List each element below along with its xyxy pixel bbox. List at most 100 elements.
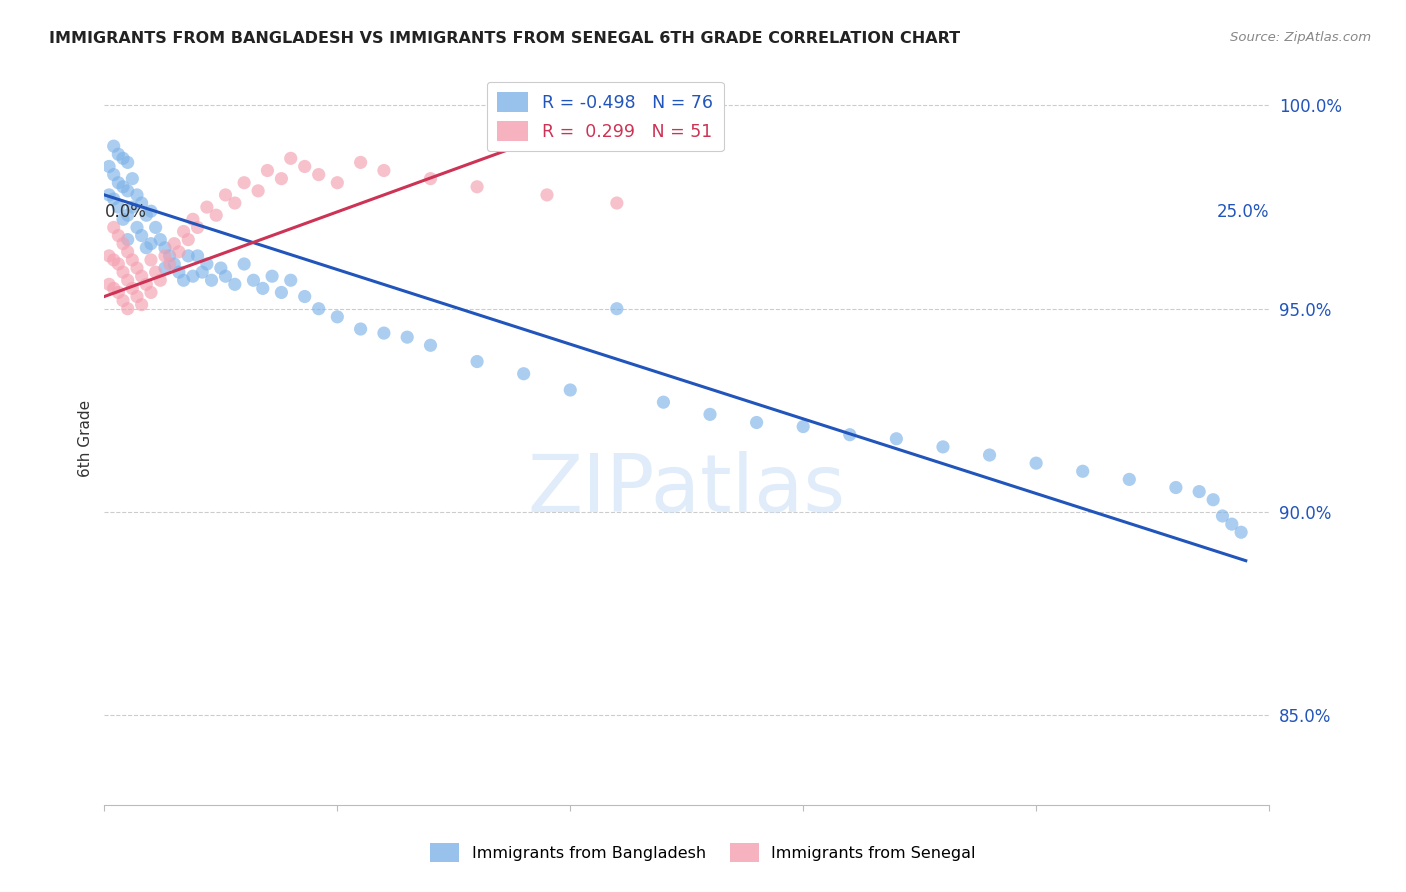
Point	[373, 163, 395, 178]
Point	[103, 192, 125, 206]
Point	[111, 265, 134, 279]
Point	[121, 171, 143, 186]
Point	[135, 241, 157, 255]
Point	[103, 168, 125, 182]
Point	[107, 285, 129, 300]
Point	[125, 188, 148, 202]
Point	[149, 273, 172, 287]
Point	[326, 176, 349, 190]
Point	[294, 160, 316, 174]
Point	[270, 285, 292, 300]
Point	[465, 179, 488, 194]
Point	[103, 281, 125, 295]
Point	[125, 220, 148, 235]
Point	[139, 252, 162, 267]
Point	[1230, 525, 1253, 540]
Point	[98, 249, 121, 263]
Point	[256, 163, 278, 178]
Point	[117, 273, 139, 287]
Text: IMMIGRANTS FROM BANGLADESH VS IMMIGRANTS FROM SENEGAL 6TH GRADE CORRELATION CHAR: IMMIGRANTS FROM BANGLADESH VS IMMIGRANTS…	[49, 31, 960, 46]
Point	[349, 322, 371, 336]
Point	[308, 301, 330, 316]
Point	[111, 151, 134, 165]
Point	[181, 212, 204, 227]
Point	[131, 298, 153, 312]
Point	[1025, 456, 1047, 470]
Point	[153, 241, 176, 255]
Point	[247, 184, 270, 198]
Point	[512, 367, 534, 381]
Point	[419, 171, 441, 186]
Y-axis label: 6th Grade: 6th Grade	[79, 401, 93, 477]
Point	[191, 265, 214, 279]
Text: ZIPatlas: ZIPatlas	[527, 451, 846, 529]
Point	[145, 265, 167, 279]
Legend: Immigrants from Bangladesh, Immigrants from Senegal: Immigrants from Bangladesh, Immigrants f…	[423, 837, 983, 868]
Point	[294, 289, 316, 303]
Point	[107, 228, 129, 243]
Point	[163, 257, 186, 271]
Point	[125, 289, 148, 303]
Point	[173, 225, 195, 239]
Point	[536, 188, 558, 202]
Point	[98, 188, 121, 202]
Point	[107, 257, 129, 271]
Point	[139, 236, 162, 251]
Point	[125, 261, 148, 276]
Point	[262, 269, 284, 284]
Point	[117, 233, 139, 247]
Point	[792, 419, 814, 434]
Point	[103, 220, 125, 235]
Point	[177, 249, 200, 263]
Text: 0.0%: 0.0%	[104, 203, 146, 221]
Point	[214, 269, 236, 284]
Point	[224, 196, 246, 211]
Point	[98, 160, 121, 174]
Legend: R = -0.498   N = 76, R =  0.299   N = 51: R = -0.498 N = 76, R = 0.299 N = 51	[486, 82, 724, 152]
Point	[121, 252, 143, 267]
Point	[131, 228, 153, 243]
Point	[135, 208, 157, 222]
Point	[465, 354, 488, 368]
Point	[117, 244, 139, 259]
Point	[699, 408, 721, 422]
Point	[153, 249, 176, 263]
Point	[103, 252, 125, 267]
Point	[111, 293, 134, 308]
Point	[107, 200, 129, 214]
Point	[139, 204, 162, 219]
Point	[270, 171, 292, 186]
Point	[117, 155, 139, 169]
Point	[838, 427, 860, 442]
Point	[745, 416, 768, 430]
Point	[606, 301, 628, 316]
Point	[932, 440, 955, 454]
Point	[121, 281, 143, 295]
Point	[373, 326, 395, 340]
Point	[117, 184, 139, 198]
Point	[159, 257, 181, 271]
Point	[280, 273, 302, 287]
Point	[121, 200, 143, 214]
Point	[1118, 472, 1140, 486]
Point	[103, 139, 125, 153]
Point	[131, 269, 153, 284]
Point	[153, 261, 176, 276]
Point	[886, 432, 908, 446]
Point	[308, 168, 330, 182]
Point	[233, 176, 256, 190]
Point	[419, 338, 441, 352]
Point	[187, 249, 209, 263]
Point	[107, 176, 129, 190]
Point	[163, 236, 186, 251]
Point	[167, 265, 190, 279]
Point	[1188, 484, 1211, 499]
Point	[117, 208, 139, 222]
Point	[111, 212, 134, 227]
Point	[214, 188, 236, 202]
Point	[349, 155, 371, 169]
Point	[111, 179, 134, 194]
Point	[1202, 492, 1225, 507]
Point	[396, 330, 419, 344]
Point	[1211, 508, 1233, 523]
